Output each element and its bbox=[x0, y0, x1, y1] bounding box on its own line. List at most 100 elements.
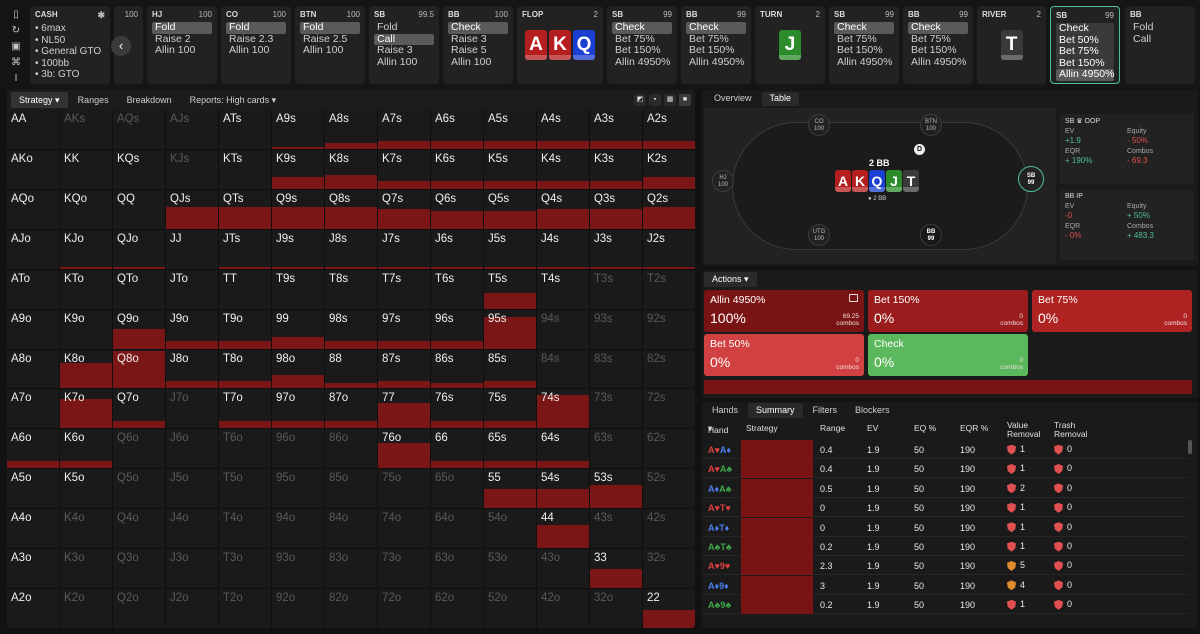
hand-cell[interactable]: 65o bbox=[431, 469, 483, 509]
hand-cell[interactable]: T2o bbox=[219, 589, 271, 628]
hand-cell[interactable]: AJo bbox=[7, 229, 59, 269]
hand-cell[interactable]: 99 bbox=[272, 309, 324, 349]
hand-cell[interactable]: KQo bbox=[60, 189, 112, 229]
action-card-sb2[interactable]: SB 99 Check Bet 75% Bet 150% Allin 4950% bbox=[607, 6, 677, 84]
hand-cell[interactable]: 75s bbox=[484, 389, 536, 429]
action-option[interactable]: Raise 2 bbox=[155, 32, 191, 45]
hand-cell[interactable]: Q4o bbox=[113, 509, 165, 549]
hand-cell[interactable]: 93o bbox=[272, 549, 324, 589]
hand-cell[interactable]: 84s bbox=[537, 349, 589, 389]
col-strategy[interactable]: Strategy bbox=[746, 423, 778, 433]
gamepad-icon[interactable]: ⌘ bbox=[11, 57, 21, 68]
action-option[interactable]: Bet 75% bbox=[911, 32, 951, 45]
hand-cell[interactable]: AKo bbox=[7, 149, 59, 189]
action-option[interactable]: Allin 100 bbox=[451, 55, 492, 68]
hand-cell[interactable]: T8s bbox=[325, 269, 377, 309]
hand-cell[interactable]: T4s bbox=[537, 269, 589, 309]
action-button[interactable]: Bet 150% 0% 0 combos bbox=[868, 290, 1028, 332]
hand-cell[interactable]: J3o bbox=[166, 549, 218, 589]
hand-cell[interactable]: 62s bbox=[643, 429, 695, 469]
action-option[interactable]: Bet 150% bbox=[689, 44, 735, 56]
hand-cell[interactable]: 42s bbox=[643, 509, 695, 549]
hand-cell[interactable]: 64o bbox=[431, 509, 483, 549]
tab-strategy[interactable]: Strategy ▾ bbox=[11, 92, 68, 108]
action-option[interactable]: Allin 4950% bbox=[615, 55, 671, 68]
hand-cell[interactable]: KTo bbox=[60, 269, 112, 309]
hand-cell[interactable]: 63o bbox=[431, 549, 483, 589]
seat-hj[interactable]: HJ 100 bbox=[712, 170, 734, 192]
hand-cell[interactable]: 33 bbox=[590, 549, 642, 589]
hand-cell[interactable]: A3o bbox=[7, 549, 59, 589]
hand-cell[interactable]: QTo bbox=[113, 269, 165, 309]
action-option[interactable]: Bet 75% bbox=[837, 32, 877, 45]
view-small-grid-icon[interactable]: ▪ bbox=[649, 94, 661, 106]
hand-cell[interactable]: QTs bbox=[219, 189, 271, 229]
hand-cell[interactable]: 97s bbox=[378, 309, 430, 349]
action-button[interactable]: Allin 4950% 100% 69.25 combos bbox=[704, 290, 864, 332]
action-option[interactable]: Allin 100 bbox=[155, 44, 196, 56]
hand-cell[interactable]: 72o bbox=[378, 589, 430, 628]
hand-cell[interactable]: 62o bbox=[431, 589, 483, 628]
hand-cell[interactable]: 88 bbox=[325, 349, 377, 389]
action-card-co[interactable]: CO 100 Fold Raise 2.3 Allin 100 bbox=[221, 6, 291, 84]
tab-breakdown[interactable]: Breakdown bbox=[126, 95, 172, 105]
hand-cell[interactable]: 32s bbox=[643, 549, 695, 589]
hand-cell[interactable]: A7s bbox=[378, 110, 430, 149]
tab-summary[interactable]: Summary bbox=[748, 403, 803, 418]
hand-cell[interactable]: 63s bbox=[590, 429, 642, 469]
col-ev[interactable]: EV bbox=[867, 423, 879, 433]
hand-cell[interactable]: 73o bbox=[378, 549, 430, 589]
col-eq[interactable]: EQ % bbox=[914, 423, 937, 433]
hand-cell[interactable]: Q3s bbox=[590, 189, 642, 229]
view-large-icon[interactable]: ■ bbox=[679, 94, 691, 106]
action-option[interactable]: Bet 150% bbox=[615, 44, 661, 56]
hand-cell[interactable]: ATs bbox=[219, 110, 271, 149]
hand-cell[interactable]: 52o bbox=[484, 589, 536, 628]
text-icon[interactable]: I bbox=[14, 73, 18, 84]
scrollbar[interactable] bbox=[1188, 440, 1192, 454]
hand-cell[interactable]: 42o bbox=[537, 589, 589, 628]
hand-cell[interactable]: 75o bbox=[378, 469, 430, 509]
action-option[interactable]: Raise 2.3 bbox=[229, 32, 274, 45]
hand-cell[interactable]: J4s bbox=[537, 229, 589, 269]
hand-cell[interactable]: Q9o bbox=[113, 309, 165, 349]
hand-cell[interactable]: Q8o bbox=[113, 349, 165, 389]
hand-cell[interactable]: QJs bbox=[166, 189, 218, 229]
bookmark-icon[interactable]: ▯ bbox=[13, 9, 19, 20]
hand-cell[interactable]: K9o bbox=[60, 309, 112, 349]
hand-cell[interactable]: K2s bbox=[643, 149, 695, 189]
action-option[interactable]: Allin 4950% bbox=[837, 55, 893, 68]
tab-filters[interactable]: Filters bbox=[812, 405, 838, 415]
hand-cell[interactable]: T5o bbox=[219, 469, 271, 509]
hand-cell[interactable]: 72s bbox=[643, 389, 695, 429]
hand-cell[interactable]: T7o bbox=[219, 389, 271, 429]
hand-cell[interactable]: JTo bbox=[166, 269, 218, 309]
action-option[interactable]: Check bbox=[908, 21, 968, 34]
hand-cell[interactable]: 82s bbox=[643, 349, 695, 389]
action-option[interactable]: Allin 100 bbox=[229, 44, 270, 56]
hand-cell[interactable]: Q3o bbox=[113, 549, 165, 589]
hand-cell[interactable]: T6s bbox=[431, 269, 483, 309]
hand-cell[interactable]: 76o bbox=[378, 429, 430, 469]
action-card-bb3[interactable]: BB 99 Check Bet 75% Bet 150% Allin 4950% bbox=[903, 6, 973, 84]
save-icon[interactable]: ▣ bbox=[11, 41, 21, 52]
hand-cell[interactable]: K3s bbox=[590, 149, 642, 189]
hand-cell[interactable]: KQs bbox=[113, 149, 165, 189]
action-option[interactable]: Allin 4950% bbox=[689, 55, 745, 68]
hand-cell[interactable]: J3s bbox=[590, 229, 642, 269]
hand-cell[interactable]: K9s bbox=[272, 149, 324, 189]
hand-row[interactable]: A♥A♣ 0.4 1.9 50 190 1 0 bbox=[702, 459, 1188, 479]
hand-cell[interactable]: Q5o bbox=[113, 469, 165, 509]
action-option[interactable]: Fold bbox=[152, 21, 212, 34]
action-option[interactable]: Call bbox=[1133, 32, 1152, 45]
hand-cell[interactable]: T8o bbox=[219, 349, 271, 389]
street-card-river[interactable]: RIVER 2 T bbox=[977, 6, 1046, 84]
seat-btn[interactable]: BTN 100 bbox=[920, 114, 942, 136]
hand-cell[interactable]: JTs bbox=[219, 229, 271, 269]
hand-cell[interactable]: T3o bbox=[219, 549, 271, 589]
hand-cell[interactable]: J9o bbox=[166, 309, 218, 349]
hand-cell[interactable]: Q7o bbox=[113, 389, 165, 429]
hand-cell[interactable]: 87o bbox=[325, 389, 377, 429]
hand-row[interactable]: A♦A♣ 0.5 1.9 50 190 2 0 bbox=[702, 478, 1188, 498]
hand-row[interactable]: A♣9♣ 0.2 1.9 50 190 1 0 bbox=[702, 595, 1188, 615]
